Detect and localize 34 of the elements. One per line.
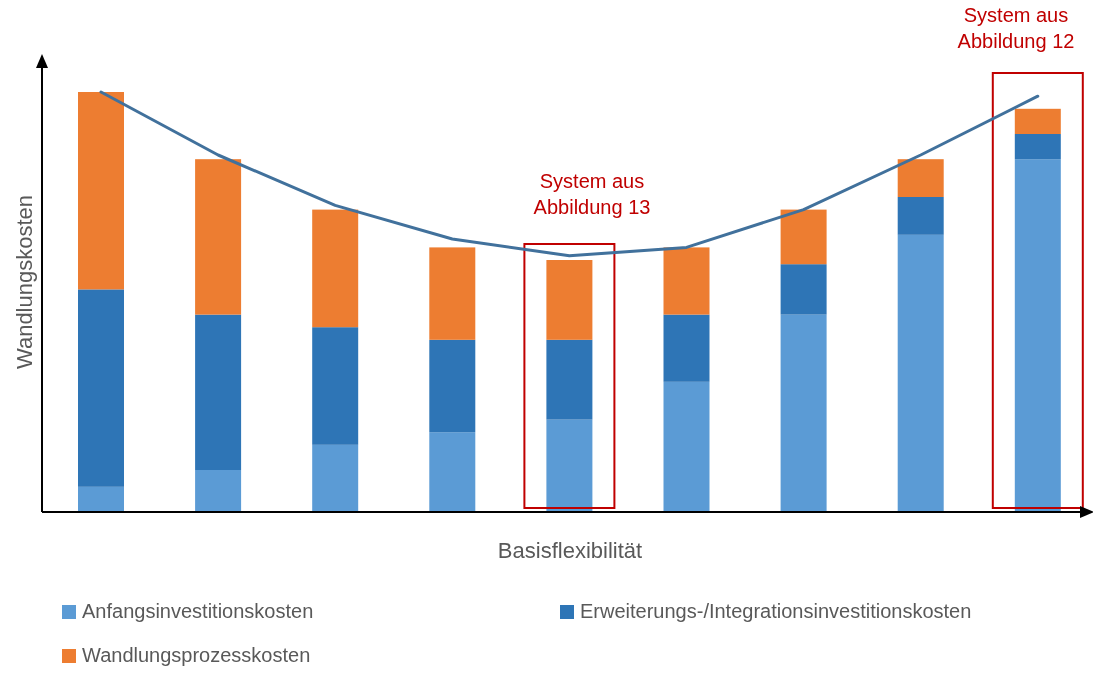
bar [429, 432, 476, 512]
bar [546, 339, 593, 420]
bar [78, 92, 124, 290]
legend-label: Erweiterungs-/Integrationsinvestitionskosten [580, 600, 972, 622]
bar [1014, 134, 1061, 160]
bar [195, 159, 242, 315]
bar [897, 159, 944, 197]
x-axis-title: Basisflexibilität [497, 538, 643, 563]
bar [663, 381, 710, 512]
text: System aus Abbildung 12 [957, 4, 1075, 52]
bar [780, 264, 827, 315]
legend-label: Wandlungsprozesskosten [82, 644, 311, 666]
bar [312, 444, 359, 512]
bar [780, 314, 827, 512]
bar [429, 339, 476, 433]
bar [195, 470, 242, 512]
bar [312, 327, 359, 445]
y-axis-title: Wandlungskosten [12, 194, 37, 370]
bar [1014, 159, 1061, 512]
bar [195, 314, 242, 470]
legend-label: Anfangsinvestitionskosten [82, 600, 314, 622]
bar [546, 260, 593, 340]
bar [78, 289, 124, 487]
bar [663, 314, 710, 382]
bar [780, 209, 827, 265]
bar [78, 486, 124, 512]
bar [1014, 108, 1061, 134]
bar [897, 197, 944, 235]
bar [312, 209, 359, 328]
bar [546, 419, 593, 512]
bar [663, 247, 710, 315]
annotation: System aus Abbildung 13 [533, 170, 651, 218]
bar [897, 234, 944, 512]
bar [429, 247, 476, 340]
